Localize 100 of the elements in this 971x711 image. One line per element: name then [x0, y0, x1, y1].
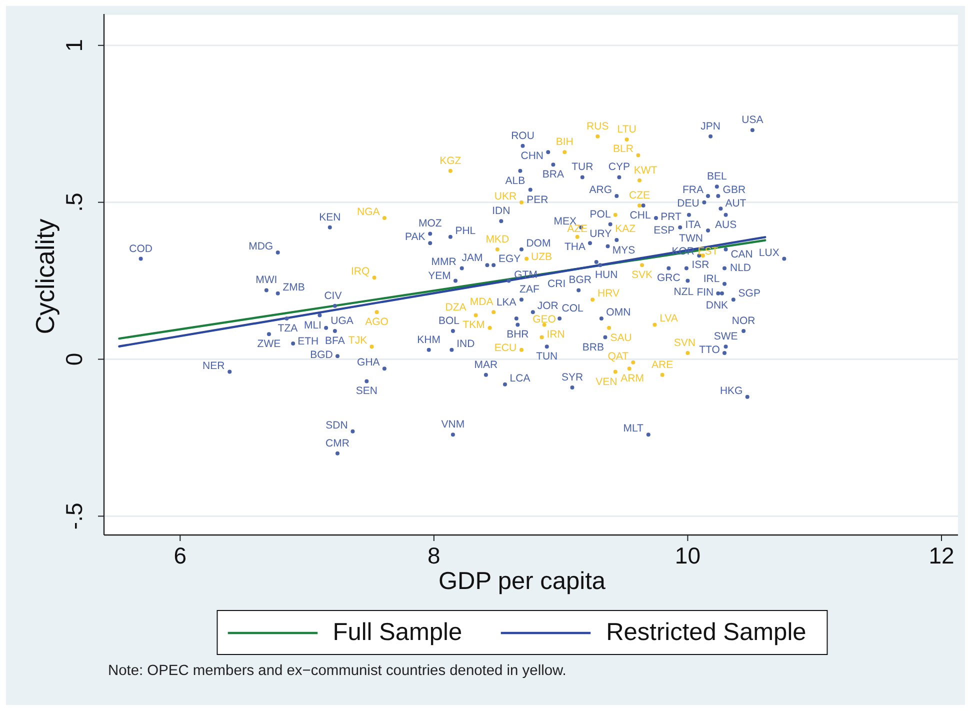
x-tick-label: 6 [174, 542, 187, 568]
data-label: GHA [357, 356, 380, 369]
data-label: UKR [494, 190, 517, 202]
data-label: SVN [674, 336, 696, 349]
data-label: GBR [722, 184, 746, 196]
x-tick-label: 10 [674, 542, 701, 568]
point [474, 313, 478, 318]
data-label: BIH [556, 136, 574, 148]
data-label: HUN [594, 268, 618, 281]
point [613, 212, 618, 217]
point [627, 366, 632, 371]
data-label: MOZ [418, 218, 442, 230]
data-label: YEM [428, 270, 451, 282]
data-label: COL [562, 302, 584, 314]
x-axis-title: GDP per capita [438, 568, 606, 594]
data-label: PAK [405, 231, 426, 244]
point [637, 203, 642, 208]
x-tick-label: 8 [428, 542, 440, 568]
data-label: KEN [319, 211, 341, 224]
data-label: DOM [526, 237, 551, 250]
data-label: TTO [699, 344, 720, 356]
point [607, 326, 612, 330]
data-label: ARM [620, 372, 644, 385]
data-label: IND [456, 338, 476, 350]
data-label: ISR [692, 259, 710, 272]
y-tick-label: 0 [61, 352, 87, 366]
point [374, 310, 379, 314]
point [448, 168, 452, 173]
point [540, 335, 544, 340]
y-tick-label: 1 [61, 38, 87, 52]
data-label: LVA [660, 312, 678, 325]
data-label: IRQ [350, 266, 370, 278]
data-label: EGY [498, 253, 521, 266]
data-label: KOR [672, 246, 695, 258]
legend-label: Restricted Sample [606, 618, 806, 646]
point [575, 234, 580, 239]
data-label: DZA [445, 301, 466, 314]
data-label: MYS [612, 244, 636, 256]
data-label: SYR [561, 371, 584, 384]
data-label: CYP [608, 161, 630, 174]
data-label: SGP [738, 288, 760, 300]
data-label: SVK [632, 269, 653, 282]
data-label: NGA [357, 206, 380, 218]
point [519, 348, 524, 352]
point [382, 216, 386, 220]
data-label: GRC [657, 272, 681, 284]
data-label: LKA [496, 296, 516, 308]
data-label: SDN [326, 419, 348, 432]
point [372, 276, 376, 280]
point [492, 310, 496, 314]
data-label: SAU [610, 332, 632, 344]
point [686, 350, 690, 355]
data-label: CMR [326, 437, 350, 450]
point [370, 344, 374, 349]
y-axis-title: Cyclicality [30, 218, 60, 334]
point [596, 134, 600, 138]
data-label: MMR [431, 256, 457, 268]
data-label: IRN [546, 328, 565, 340]
data-label: SEN [356, 385, 378, 398]
data-label: FRA [682, 184, 704, 196]
point [660, 372, 664, 377]
data-label: LTU [617, 124, 636, 136]
data-label: AGO [365, 316, 388, 328]
data-label: PHL [455, 224, 476, 237]
point [519, 200, 524, 204]
data-label: ROU [511, 130, 534, 142]
data-label: OMN [606, 306, 631, 318]
data-label: RUS [586, 120, 609, 132]
data-label: BRA [542, 168, 564, 181]
data-label: CIV [324, 290, 342, 302]
data-label: JPN [700, 120, 720, 132]
data-label: ZAF [520, 284, 540, 296]
data-label: ECU [494, 342, 517, 354]
data-label: MDG [248, 240, 274, 253]
data-label: BGD [310, 349, 334, 362]
data-label: JOR [537, 300, 559, 312]
data-label: HRV [598, 288, 620, 300]
data-label: CZE [628, 189, 650, 202]
data-label: PRT [660, 211, 682, 224]
data-label: AUT [725, 198, 747, 210]
text: Note: OPEC members and ex−communist countries denoted in yellow. [108, 663, 566, 679]
data-label: VNM [441, 418, 465, 431]
data-label: ALB [505, 174, 526, 187]
data-label: ITA [685, 218, 701, 231]
data-label: ESP [654, 224, 675, 236]
data-label: TWN [679, 232, 703, 245]
data-label: KWT [634, 164, 658, 176]
data-label: THA [564, 241, 586, 254]
data-label: BHR [506, 328, 530, 341]
data-label: GEO [532, 314, 556, 326]
point [652, 322, 657, 327]
point [613, 370, 618, 374]
data-label: UZB [531, 250, 552, 263]
data-label: ETH [298, 336, 319, 348]
x-tick-label: 12 [928, 542, 954, 568]
data-label: KHM [417, 334, 441, 346]
data-label: MKD [486, 233, 510, 246]
data-label: KGZ [440, 154, 462, 167]
data-label: MLT [623, 422, 644, 435]
data-label: ARG [589, 184, 612, 196]
